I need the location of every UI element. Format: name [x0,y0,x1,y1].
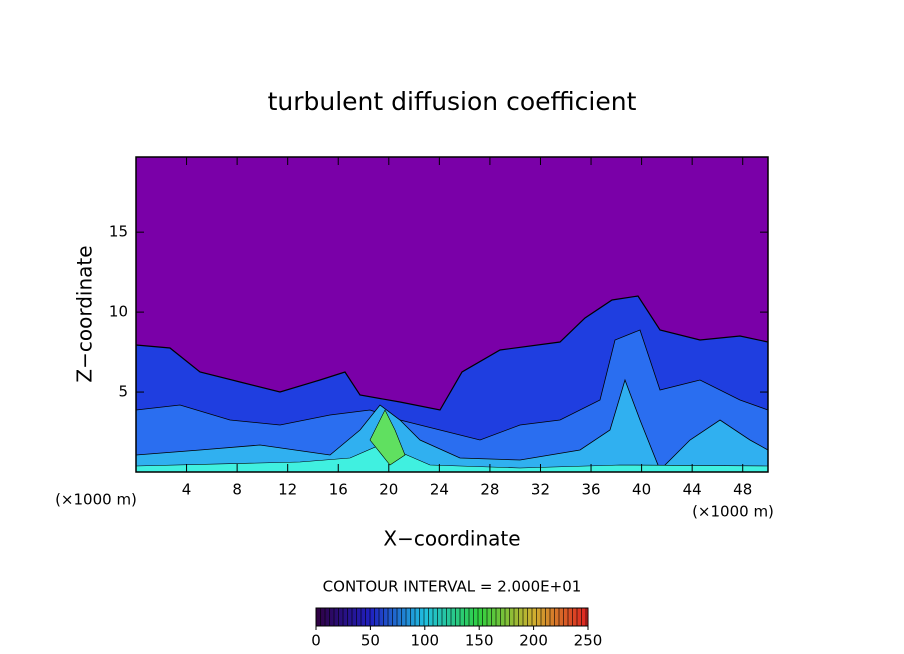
colorbar-tick-label: 200 [519,632,548,650]
y-unit: (×1000 m) [55,491,137,509]
x-tick-label: 24 [430,481,449,499]
y-axis-label: Z−coordinate [73,245,97,382]
y-tick-label: 5 [118,383,128,401]
colorbar-tick-label: 0 [311,632,321,650]
x-tick-label: 8 [232,481,242,499]
y-tick-label: 15 [109,223,128,241]
colorbar [316,608,588,626]
field-region [136,378,768,472]
colorbar-frame [315,607,589,627]
colorbar-tick-label: 50 [361,632,380,650]
x-tick-label: 16 [329,481,348,499]
contour-interval: CONTOUR INTERVAL = 2.000E+01 [323,578,582,596]
x-tick-label: 36 [581,481,600,499]
colorbar-tick-label: 250 [574,632,603,650]
y-tick-label: 10 [109,303,128,321]
plot-frame [135,156,769,473]
x-tick-label: 40 [632,481,651,499]
field-region [136,444,768,472]
colorbar-tick-label: 150 [465,632,494,650]
x-tick-label: 12 [278,481,297,499]
x-tick-label: 32 [531,481,550,499]
x-axis-label: X−coordinate [383,527,520,551]
x-tick-label: 28 [480,481,499,499]
x-tick-label: 44 [683,481,702,499]
x-tick-label: 48 [733,481,752,499]
chart-title: turbulent diffusion coefficient [268,87,637,116]
x-tick-label: 4 [182,481,192,499]
contour-field [136,157,768,472]
field-region [369,409,406,466]
x-tick-label: 20 [379,481,398,499]
colorbar-tick-label: 100 [410,632,439,650]
x-unit: (×1000 m) [692,503,774,521]
